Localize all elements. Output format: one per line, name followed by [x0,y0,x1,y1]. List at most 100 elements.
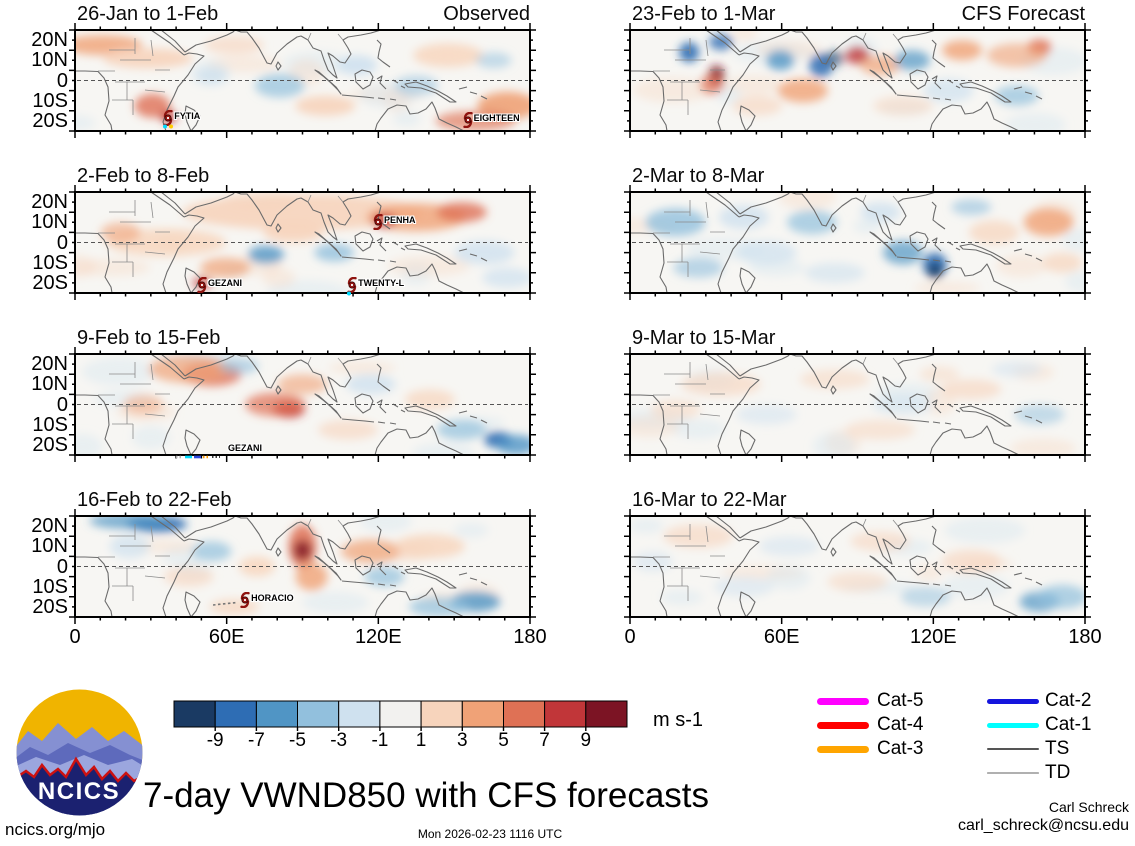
country-borders [653,32,899,115]
country-borders [98,356,344,439]
coastline [630,192,1043,293]
colorbar-segment [255,700,299,728]
lon-axis-label: 120E [354,626,402,648]
legend-swatch [987,722,1039,728]
coastline [630,30,1043,131]
colorbar-svg [173,700,628,731]
map-svg [69,509,536,624]
country-borders [653,356,899,439]
legend-label: Cat-2 [1045,690,1092,711]
storm-track [175,447,222,465]
legend-label: Cat-1 [1045,714,1092,735]
lat-axis-label: 20S [32,595,68,618]
legend-swatch [817,745,869,753]
storm-label: PENHA [384,215,416,226]
timestamp: Mon 2026-02-23 1116 UTC [417,827,563,841]
hurricane-icon [373,214,383,231]
lon-axis-label: 60E [208,626,245,648]
coastline [75,192,488,293]
map-svg [69,185,536,300]
coastline [75,516,488,617]
storm-label: TWENTY-L [358,277,405,288]
lat-axis-label: 20N [31,191,68,214]
lat-axis-label: 10N [31,373,68,396]
credit-name: Carl Schreck [1048,799,1129,815]
lat-axis-label: 10N [31,535,68,558]
legend-swatch [987,772,1039,774]
ncics-logo: NCICS [16,689,143,816]
storm-dots [347,291,352,296]
lon-axis-label: 180 [513,626,547,648]
country-borders [98,32,344,115]
panel-title: 16-Feb to 22-Feb [77,489,232,511]
storm-dots [163,124,174,129]
map-svg [624,347,1091,462]
legend-swatch [987,698,1039,704]
axis-ticks [69,347,536,462]
lat-axis-label: 10S [32,89,68,112]
storm-trail [213,601,238,606]
lat-axis-label: 10S [32,413,68,436]
map-svg [69,347,536,462]
legend-swatch [817,697,869,705]
storm-label: FYTIA [174,110,201,121]
panel-frame [74,515,531,618]
colorbar-segment [544,700,587,728]
legend-label: Cat-4 [877,714,924,735]
coastline [630,516,1043,617]
panel-frame [74,191,531,294]
panel-frame [629,191,1086,294]
colorbar-segment [214,700,257,728]
storm-label: GEZANI [207,277,242,288]
lat-axis-label: 10N [31,211,68,234]
lon-axis-label: 0 [624,626,636,648]
axis-ticks [624,23,1091,138]
panel-frame [629,29,1086,132]
map-svg [69,23,536,138]
colorbar-segment [379,700,422,728]
colorbar-tick-label: 5 [498,730,509,751]
country-borders [653,518,899,601]
axis-ticks [624,509,1091,624]
lat-axis-label: 20S [32,109,68,132]
legend-label: TD [1045,762,1071,783]
storm-track-icon [175,455,220,459]
colorbar-segment [173,700,216,728]
lat-axis-label: 0 [56,393,68,416]
panel-title: 2-Feb to 8-Feb [77,165,210,187]
panel-frame [629,515,1086,618]
lat-axis-label: 20S [32,433,68,456]
colorbar-tick-label: 3 [457,730,468,751]
panel-title: 9-Mar to 15-Mar [632,327,776,349]
storm-marker [370,214,386,235]
legend-label: TS [1045,738,1070,759]
storm-marker [237,591,253,613]
hurricane-icon [197,276,207,294]
lat-axis-label: 10S [32,575,68,598]
lat-axis-label: 20N [31,353,68,376]
country-borders [98,518,344,601]
country-borders [98,194,344,277]
panel-corner-label: CFS Forecast [961,3,1085,25]
axis-ticks [624,185,1091,300]
colorbar-segment [461,700,504,728]
lat-axis-label: 20S [32,271,68,294]
colorbar-units: m s-1 [653,709,703,731]
colorbar-segment [503,700,546,728]
colorbar-tick-label: -1 [371,730,389,751]
panel-frame [74,29,531,132]
lon-axis-label: 120E [909,626,957,648]
lon-axis-label: 0 [69,626,81,648]
axis-ticks [69,509,536,624]
hurricane-icon [240,591,250,609]
lat-axis-label: 0 [56,555,68,578]
legend-swatch [987,747,1039,751]
main-title: 7-day VWND850 with CFS forecasts [143,776,710,815]
colorbar-tick-label: 9 [580,730,592,751]
lat-axis-label: 0 [56,231,68,254]
axis-ticks [69,23,536,138]
lat-axis-label: 10N [31,49,68,72]
lat-axis-label: 0 [56,69,68,92]
lat-axis-label: 20N [31,29,68,52]
panel-frame [629,353,1086,456]
